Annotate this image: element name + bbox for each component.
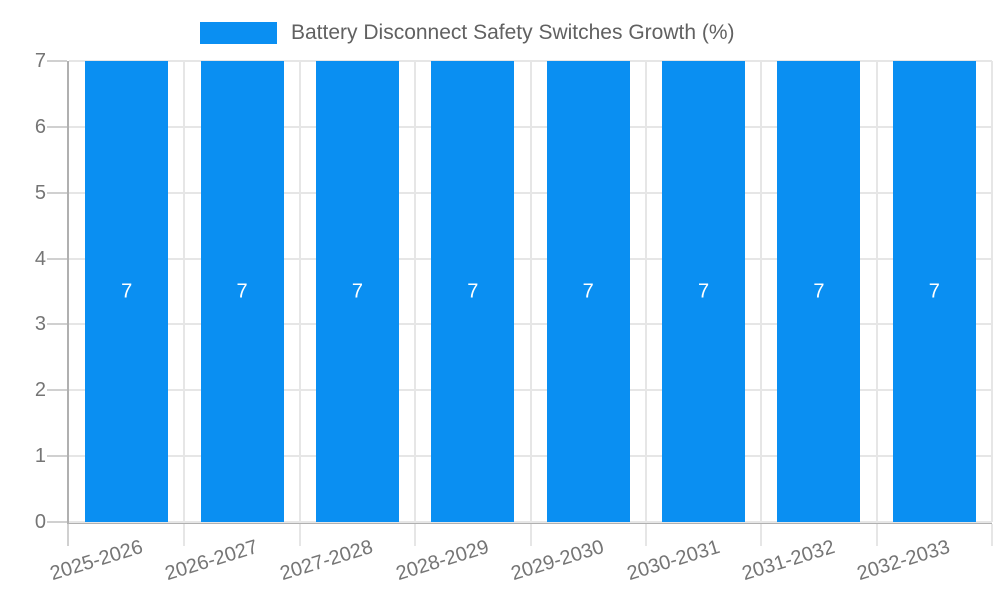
y-tick-mark: [47, 521, 67, 523]
x-tick-label: 2029-2030: [508, 536, 607, 586]
x-tick-label: 2026-2027: [162, 536, 261, 586]
x-tick-mark: [414, 524, 417, 546]
bar-value-label: 7: [467, 280, 479, 302]
y-tick-label: 2: [34, 379, 46, 402]
x-tick-mark: [760, 524, 763, 546]
bar[interactable]: 7: [200, 61, 284, 522]
bar[interactable]: 7: [315, 61, 399, 522]
y-tick-label: 4: [34, 247, 46, 270]
x-tick-mark: [67, 524, 69, 546]
y-tick-label: 6: [34, 115, 46, 138]
legend-swatch: [200, 22, 277, 44]
x-tick-mark: [529, 524, 532, 546]
x-gridline: [644, 61, 647, 522]
bar[interactable]: 7: [85, 61, 169, 522]
y-tick-mark: [47, 455, 67, 458]
y-tick-mark: [47, 389, 67, 392]
bar-value-label: 7: [582, 280, 594, 302]
x-gridline: [875, 61, 878, 522]
x-gridline: [414, 61, 417, 522]
bar[interactable]: 7: [662, 61, 746, 522]
bar-value-label: 7: [236, 280, 248, 302]
bar-value-label: 7: [813, 280, 825, 302]
y-tick-label: 3: [34, 313, 46, 336]
x-tick-label: 2025-2026: [47, 536, 146, 586]
bar[interactable]: 7: [546, 61, 630, 522]
x-tick-label: 2028-2029: [393, 536, 492, 586]
y-tick-label: 0: [34, 511, 46, 533]
y-tick-label: 5: [34, 181, 46, 204]
bar-value-label: 7: [698, 280, 710, 302]
y-tick-mark: [47, 60, 67, 62]
x-gridline: [529, 61, 532, 522]
plot-area: 7 7 7 7 7 7 7 7: [47, 60, 993, 524]
bar[interactable]: 7: [431, 61, 515, 522]
y-tick-mark: [47, 323, 67, 326]
x-tick-mark: [644, 524, 647, 546]
x-gridline: [183, 61, 186, 522]
bar-value-label: 7: [351, 280, 363, 302]
x-tick-mark: [991, 524, 993, 546]
x-tick-mark: [298, 524, 301, 546]
x-gridline: [298, 61, 301, 522]
y-tick-label: 1: [34, 445, 46, 468]
legend-label: Battery Disconnect Safety Switches Growt…: [291, 21, 735, 44]
x-tick-label: 2030-2031: [624, 536, 722, 586]
y-tick-mark: [47, 125, 67, 128]
y-tick-mark: [47, 257, 67, 260]
x-tick-mark: [875, 524, 878, 546]
bar-value-label: 7: [928, 280, 940, 302]
x-tick-mark: [183, 524, 186, 546]
y-gridline: [69, 521, 992, 523]
x-tick-label: 2032-2033: [854, 536, 953, 586]
x-gridline: [991, 61, 993, 522]
x-tick-label: 2031-2032: [739, 536, 838, 586]
bar-value-label: 7: [121, 280, 133, 302]
x-gridline: [760, 61, 763, 522]
bar[interactable]: 7: [777, 61, 861, 522]
bar[interactable]: 7: [892, 61, 976, 522]
legend: Battery Disconnect Safety Switches Growt…: [200, 21, 735, 45]
y-tick-label: 7: [34, 50, 46, 72]
x-tick-label: 2027-2028: [277, 536, 376, 586]
y-tick-mark: [47, 191, 67, 194]
